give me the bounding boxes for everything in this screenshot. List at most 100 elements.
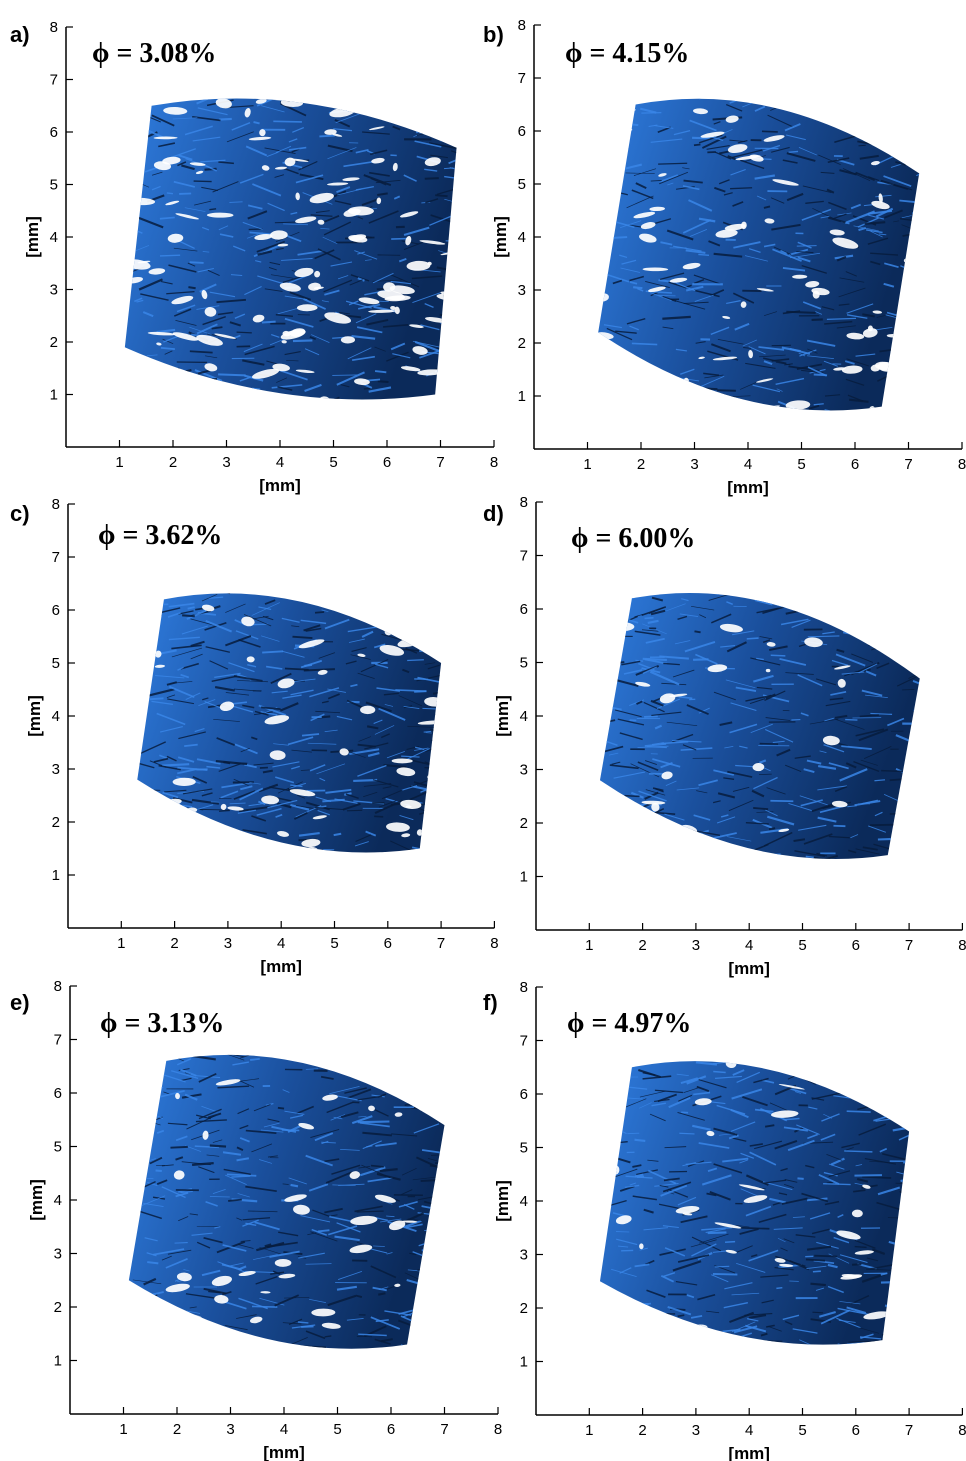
x-tick-label: 2 bbox=[169, 454, 177, 471]
y-tick-label: 2 bbox=[52, 814, 60, 831]
y-tick-label: 6 bbox=[518, 123, 526, 140]
y-tick-label: 4 bbox=[518, 229, 526, 246]
y-tick-label: 4 bbox=[50, 229, 58, 246]
y-axis-title: [mm] bbox=[491, 216, 510, 258]
y-tick-label: 1 bbox=[54, 1353, 62, 1370]
sample-rendering bbox=[595, 563, 945, 878]
x-tick-label: 7 bbox=[905, 1422, 913, 1439]
y-axis-title: [mm] bbox=[493, 1180, 512, 1222]
x-tick-label: 1 bbox=[115, 454, 123, 471]
x-tick-label: 4 bbox=[276, 454, 284, 471]
y-tick-label: 4 bbox=[52, 708, 60, 725]
sample-rendering bbox=[129, 1024, 470, 1369]
x-tick-label: 2 bbox=[170, 935, 178, 952]
y-tick-label: 4 bbox=[54, 1192, 62, 1209]
y-axis-title: [mm] bbox=[27, 1179, 46, 1221]
x-tick-label: 2 bbox=[637, 456, 645, 473]
y-tick-label: 7 bbox=[54, 1032, 62, 1049]
x-tick-label: 7 bbox=[437, 935, 445, 952]
x-tick-label: 7 bbox=[904, 456, 912, 473]
y-tick-label: 5 bbox=[50, 177, 58, 194]
sample-rendering bbox=[119, 73, 485, 422]
y-tick-label: 1 bbox=[520, 869, 528, 886]
y-axis-title: [mm] bbox=[23, 216, 42, 258]
x-tick-label: 6 bbox=[383, 454, 391, 471]
y-tick-label: 2 bbox=[520, 1300, 528, 1317]
x-tick-label: 8 bbox=[958, 937, 966, 954]
x-tick-label: 5 bbox=[798, 937, 806, 954]
y-tick-label: 7 bbox=[520, 1033, 528, 1050]
sample-body bbox=[598, 99, 919, 411]
y-tick-label: 5 bbox=[52, 655, 60, 672]
y-tick-label: 1 bbox=[520, 1354, 528, 1371]
x-tick-label: 2 bbox=[638, 937, 646, 954]
x-tick-label: 3 bbox=[692, 1422, 700, 1439]
x-axis-title: [mm] bbox=[728, 1444, 770, 1461]
y-tick-label: 4 bbox=[520, 708, 528, 725]
y-tick-label: 7 bbox=[50, 72, 58, 89]
y-tick-label: 3 bbox=[50, 282, 58, 299]
y-tick-label: 6 bbox=[50, 124, 58, 141]
y-tick-label: 8 bbox=[54, 978, 62, 995]
x-axis-title: [mm] bbox=[263, 1443, 305, 1461]
y-tick-label: 7 bbox=[518, 70, 526, 87]
x-tick-label: 6 bbox=[851, 456, 859, 473]
y-tick-label: 7 bbox=[52, 549, 60, 566]
y-tick-label: 6 bbox=[54, 1085, 62, 1102]
x-tick-label: 2 bbox=[173, 1421, 181, 1438]
y-tick-label: 8 bbox=[52, 496, 60, 513]
x-tick-label: 7 bbox=[905, 937, 913, 954]
y-tick-label: 1 bbox=[50, 387, 58, 404]
x-tick-label: 4 bbox=[745, 1422, 753, 1439]
x-tick-label: 5 bbox=[330, 935, 338, 952]
y-tick-label: 5 bbox=[520, 1140, 528, 1157]
sample-body bbox=[129, 1055, 445, 1349]
y-tick-label: 2 bbox=[518, 335, 526, 352]
y-tick-label: 6 bbox=[52, 602, 60, 619]
x-tick-label: 2 bbox=[638, 1422, 646, 1439]
x-tick-label: 5 bbox=[797, 456, 805, 473]
x-tick-label: 3 bbox=[690, 456, 698, 473]
x-tick-label: 5 bbox=[798, 1422, 806, 1439]
sample-rendering bbox=[594, 72, 946, 429]
y-tick-label: 2 bbox=[54, 1299, 62, 1316]
y-tick-label: 6 bbox=[520, 601, 528, 618]
y-tick-label: 7 bbox=[520, 548, 528, 565]
x-tick-label: 6 bbox=[387, 1421, 395, 1438]
x-tick-label: 7 bbox=[436, 454, 444, 471]
y-tick-label: 1 bbox=[518, 388, 526, 405]
y-tick-label: 3 bbox=[520, 1247, 528, 1264]
sample-rendering bbox=[600, 1034, 931, 1362]
sample-body bbox=[600, 1061, 909, 1344]
y-axis-title: [mm] bbox=[493, 695, 512, 737]
x-tick-label: 1 bbox=[585, 1422, 593, 1439]
y-tick-label: 8 bbox=[518, 17, 526, 34]
x-tick-label: 5 bbox=[329, 454, 337, 471]
x-tick-label: 1 bbox=[119, 1421, 127, 1438]
y-axis-title: [mm] bbox=[25, 695, 44, 737]
x-tick-label: 6 bbox=[852, 1422, 860, 1439]
x-tick-label: 3 bbox=[224, 935, 232, 952]
x-tick-label: 8 bbox=[958, 1422, 966, 1439]
x-tick-label: 4 bbox=[745, 937, 753, 954]
x-tick-label: 3 bbox=[692, 937, 700, 954]
y-tick-label: 1 bbox=[52, 867, 60, 884]
y-tick-label: 6 bbox=[520, 1086, 528, 1103]
x-tick-label: 6 bbox=[852, 937, 860, 954]
x-tick-label: 1 bbox=[585, 937, 593, 954]
y-tick-label: 4 bbox=[520, 1193, 528, 1210]
x-tick-label: 7 bbox=[440, 1421, 448, 1438]
x-tick-label: 3 bbox=[222, 454, 230, 471]
y-tick-label: 5 bbox=[518, 176, 526, 193]
y-tick-label: 3 bbox=[54, 1246, 62, 1263]
